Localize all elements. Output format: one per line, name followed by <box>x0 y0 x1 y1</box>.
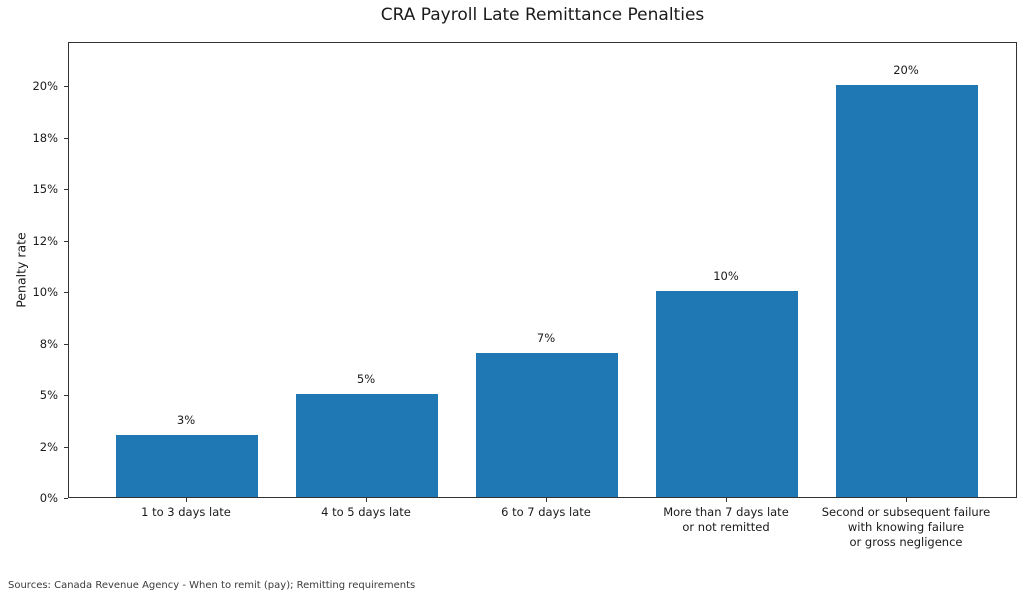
y-tick-label: 15% <box>32 182 58 197</box>
y-tick-label: 20% <box>32 79 58 94</box>
y-tick-mark <box>64 292 68 293</box>
y-tick-label: 5% <box>39 388 58 403</box>
chart-title: CRA Payroll Late Remittance Penalties <box>380 5 705 25</box>
y-tick-label: 8% <box>39 336 58 351</box>
x-tick-mark <box>366 498 367 502</box>
x-tick-label: More than 7 days late or not remitted <box>663 505 789 534</box>
bar-value-label: 10% <box>713 269 739 283</box>
x-tick-label: Second or subsequent failure with knowin… <box>821 505 991 549</box>
bar <box>296 394 438 497</box>
y-tick-mark <box>64 395 68 396</box>
x-tick-label: 6 to 7 days late <box>501 505 591 519</box>
y-tick-mark <box>64 86 68 87</box>
x-tick-label: 4 to 5 days late <box>321 505 411 519</box>
y-tick-label: 2% <box>39 439 58 454</box>
y-tick-mark <box>64 138 68 139</box>
x-tick-mark <box>186 498 187 502</box>
y-tick-mark <box>64 344 68 345</box>
bar-value-label: 3% <box>176 413 196 427</box>
y-tick-mark <box>64 447 68 448</box>
bar-value-label: 7% <box>536 331 556 345</box>
y-tick-label: 0% <box>39 491 58 505</box>
bar <box>836 85 978 497</box>
x-tick-label: 1 to 3 days late <box>141 505 231 519</box>
plot-area <box>68 42 1017 498</box>
y-tick-label: 18% <box>32 130 58 145</box>
y-tick-label: 12% <box>32 233 58 248</box>
x-tick-mark <box>726 498 727 502</box>
y-tick-mark <box>64 189 68 190</box>
bar <box>656 291 798 497</box>
x-tick-mark <box>906 498 907 502</box>
y-tick-label: 10% <box>32 285 58 300</box>
bar-value-label: 5% <box>356 372 376 386</box>
bar-value-label: 20% <box>893 63 919 77</box>
source-note: Sources: Canada Revenue Agency - When to… <box>8 580 416 591</box>
y-tick-mark <box>64 241 68 242</box>
y-tick-mark <box>64 498 68 499</box>
x-tick-mark <box>546 498 547 502</box>
bar <box>476 353 618 497</box>
bar <box>116 435 258 497</box>
